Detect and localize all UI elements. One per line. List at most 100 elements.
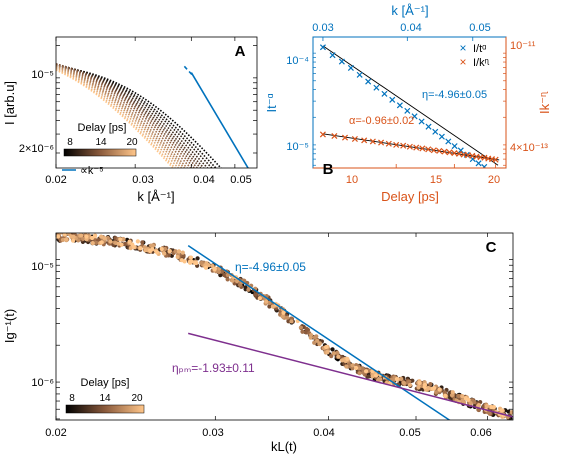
panel-c-point: [422, 382, 428, 387]
panel-b-point: [341, 134, 349, 141]
panel-b-legend-label: I/tᵅ: [473, 43, 486, 55]
panel-c-letter: C: [486, 239, 497, 256]
panel-b: B 0.03 0.04 0.05 k [Å⁻¹] 10 15 20 Delay …: [264, 3, 552, 204]
panel-c-point: [484, 403, 490, 409]
panel-a-curves: [56, 63, 249, 168]
panel-c-point: [442, 390, 447, 395]
panel-c-point: [99, 234, 104, 239]
panel-c-point: [357, 366, 362, 371]
panel-c-point: [298, 325, 303, 330]
panel-b-fit-line: [322, 133, 500, 161]
panel-c-point: [175, 254, 180, 260]
panel-b-point: [400, 142, 407, 149]
panel-c-point: [360, 366, 365, 371]
panel-c-point: [162, 251, 167, 256]
panel-a-xtick: 0.05: [230, 174, 251, 186]
panel-c-point: [143, 248, 148, 253]
panel-c-point: [450, 390, 455, 395]
panel-c-point: [140, 240, 145, 245]
panel-c-point: [81, 236, 86, 241]
panel-c-point: [79, 233, 84, 238]
panel-c-colorbar-title: Delay [ps]: [81, 377, 130, 389]
panel-c-point: [187, 259, 192, 264]
panel-b-left-ytick: 10⁻⁴: [286, 55, 309, 67]
panel-c-point: [130, 242, 135, 247]
panel-c-point: [312, 340, 317, 345]
panel-c-point: [206, 262, 211, 268]
panel-b-top-xtick: 0.03: [312, 22, 333, 34]
panel-a-ytick-hi: 10⁻⁵: [31, 69, 54, 81]
panel-c-point: [60, 237, 66, 242]
panel-c-point: [150, 247, 155, 252]
panel-c-ylabel: Ig⁻¹(t): [2, 309, 17, 343]
panel-b-legend-marker-blue: ×: [459, 41, 466, 55]
panel-a-colorbar-tick: 20: [126, 137, 138, 148]
panel-c-point: [225, 277, 230, 282]
panel-b-point: [451, 143, 458, 150]
panel-b-point: [475, 160, 482, 167]
panel-c-point: [253, 292, 259, 297]
panel-c-point: [428, 382, 433, 387]
panel-c-colorbar: [65, 404, 145, 414]
panel-c-point: [354, 365, 359, 371]
panel-b-point: [347, 64, 354, 71]
panel-c-point: [180, 250, 185, 255]
panel-c-point: [118, 237, 123, 242]
panel-b-point: [331, 132, 338, 140]
panel-c-point: [317, 341, 322, 347]
panel-b-letter: B: [323, 161, 334, 178]
panel-b-point: [492, 156, 499, 163]
panel-b-eta-annotation: η=-4.96±0.05: [422, 89, 487, 101]
panel-b-point: [445, 138, 452, 145]
panel-c-point: [437, 387, 442, 392]
panel-c-point: [434, 390, 439, 395]
panel-b-legend-marker-orange: ×: [459, 55, 466, 69]
panel-c-point: [179, 258, 185, 263]
panel-c-point: [99, 240, 104, 245]
panel-a-xtick: 0.04: [193, 174, 214, 186]
panel-c-point: [407, 382, 413, 388]
panel-c-fit-line: [187, 245, 451, 420]
panel-c-point: [203, 265, 209, 270]
panel-b-right-ytick: 10⁻¹¹: [510, 40, 536, 52]
panel-b-point: [425, 123, 432, 130]
panel-c-point: [102, 236, 107, 241]
panel-c-colorbar-tick: 20: [131, 393, 143, 404]
panel-c-point: [304, 326, 309, 331]
panel-b-point: [436, 147, 443, 154]
panel-c-point: [90, 241, 95, 246]
panel-a-xtick: 0.03: [132, 174, 153, 186]
panel-c-point: [71, 238, 76, 243]
panel-c-xtick: 0.05: [399, 427, 420, 439]
panel-a-reference-dash: [183, 65, 194, 77]
panel-a-colorbar-title: Delay [ps]: [78, 122, 127, 134]
panel-c-point: [417, 380, 422, 386]
panel-c-point: [344, 364, 349, 369]
panel-c-point: [373, 373, 379, 378]
panel-c-xtick: 0.03: [202, 427, 223, 439]
panel-a-colorbar-tick: 14: [95, 137, 107, 148]
panel-c-point: [135, 239, 140, 244]
panel-c-point: [267, 300, 272, 305]
panel-b-point: [451, 150, 458, 157]
panel-a: A 10⁻⁵ 2×10⁻⁶ I [arb.u] 0.02 0.03 0.04 0…: [2, 36, 258, 204]
panel-c-point: [264, 299, 269, 304]
panel-b-point: [438, 133, 445, 140]
panel-c-point: [315, 338, 320, 343]
panel-c-point: [340, 358, 345, 363]
panel-c-point: [173, 249, 178, 254]
panel-b-top-xtick: 0.05: [469, 22, 490, 34]
panel-c-point: [234, 279, 240, 284]
panel-b-point: [351, 135, 358, 143]
panel-b-point: [393, 141, 400, 148]
panel-b-bottom-xtick: 10: [346, 174, 358, 186]
panel-b-point: [389, 96, 396, 103]
panel-c-point: [153, 249, 159, 254]
panel-b-point: [338, 58, 345, 65]
panel-b-point: [396, 102, 403, 109]
panel-a-delay-curve: [56, 67, 180, 168]
panel-b-point: [456, 150, 463, 157]
panel-b-point: [329, 52, 336, 59]
panel-a-ytick-lo: 2×10⁻⁶: [19, 143, 54, 155]
panel-b-point: [418, 118, 425, 125]
